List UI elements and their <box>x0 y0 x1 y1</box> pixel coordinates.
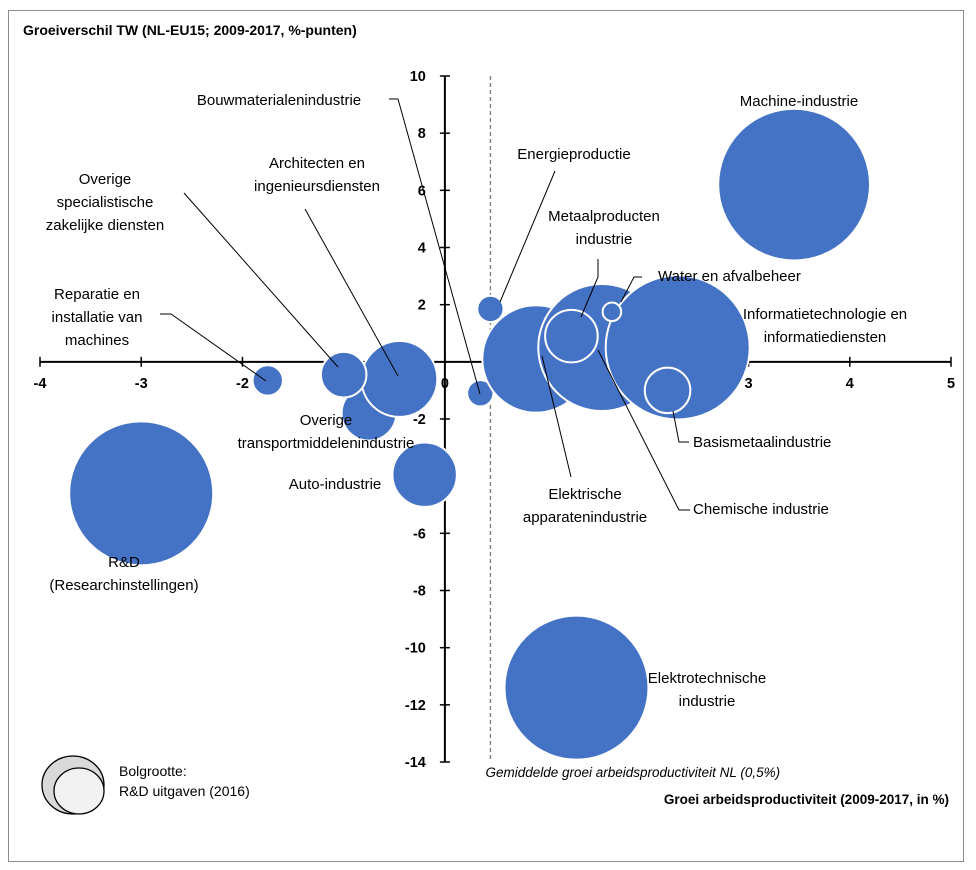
chart-title: Groeiverschil TW (NL-EU15; 2009-2017, %-… <box>23 22 357 38</box>
leader-architecten <box>304 208 399 377</box>
x-tick-label: -2 <box>236 376 249 392</box>
y-tick-label: -10 <box>405 641 426 657</box>
leader-water <box>620 276 642 303</box>
leader-chemische <box>597 349 690 511</box>
label-rd-researchinstellingen: R&D <box>108 554 140 571</box>
label-reparatie-en-installatie: installatie van <box>52 309 143 326</box>
label-metaalproducten-industrie: industrie <box>576 231 633 248</box>
label-architecten-en-ingenieursdiensten: ingenieursdiensten <box>254 178 380 195</box>
y-tick-label: -14 <box>405 755 426 771</box>
label-elektrische-apparatenindustrie: apparatenindustrie <box>523 509 647 526</box>
label-elektrische-apparatenindustrie: Elektrische <box>548 486 621 503</box>
label-machine-industrie: Machine-industrie <box>740 93 858 110</box>
label-overige-transportmiddelenindustrie: Overige <box>300 412 353 429</box>
label-water-en-afvalbeheer: Water en afvalbeheer <box>658 268 801 285</box>
y-tick-label: 2 <box>418 298 426 314</box>
label-reparatie-en-installatie: Reparatie en <box>54 286 140 303</box>
leader-overige-zakelijke <box>183 192 339 368</box>
y-tick-label: -6 <box>413 526 426 542</box>
leader-reparatie <box>160 313 267 382</box>
label-reparatie-en-installatie: machines <box>65 332 129 349</box>
x-tick-label: -4 <box>34 376 47 392</box>
x-tick-label: 4 <box>846 376 854 392</box>
bubble-5 <box>544 308 599 364</box>
label-basismetaalindustrie: Basismetaalindustrie <box>693 434 831 451</box>
legend-measure: R&D uitgaven (2016) <box>119 783 250 799</box>
x-tick-label: -3 <box>135 376 148 392</box>
bubble-chart: Groeiverschil TW (NL-EU15; 2009-2017, %-… <box>23 22 955 815</box>
chart-frame: Groeiverschil TW (NL-EU15; 2009-2017, %-… <box>8 10 964 862</box>
y-tick-label: -12 <box>405 698 426 714</box>
reference-line: Gemiddelde groei arbeidsproductiviteit N… <box>485 76 780 780</box>
label-informatietechnologie: informatiediensten <box>764 329 887 346</box>
legend-title: Bolgrootte: <box>119 763 187 779</box>
bubble-15 <box>68 420 215 567</box>
label-overige-specialistische-zakelijke-diensten: specialistische <box>57 194 154 211</box>
label-elektrotechnische-industrie: industrie <box>679 693 736 710</box>
bubble-size-legend: Bolgrootte: R&D uitgaven (2016) <box>41 755 250 815</box>
y-tick-label: -8 <box>413 584 426 600</box>
bubble-1 <box>717 107 872 262</box>
label-auto-industrie: Auto-industrie <box>289 476 382 493</box>
bubble-14 <box>391 441 458 508</box>
point-labels: Machine-industrie Informatietechnologie e… <box>46 92 907 710</box>
bubble-16 <box>503 614 650 761</box>
bubble-12 <box>251 364 284 397</box>
leader-elektrische <box>541 355 572 478</box>
leader-basismetaal <box>672 410 689 443</box>
x-tick-label: 5 <box>947 376 955 392</box>
label-elektrotechnische-industrie: Elektrotechnische <box>648 670 766 687</box>
label-rd-researchinstellingen: (Researchinstellingen) <box>49 577 198 594</box>
label-overige-transportmiddelenindustrie: transportmiddelenindustrie <box>238 435 415 452</box>
leader-energieproductie <box>499 170 556 303</box>
bubble-11 <box>319 350 368 399</box>
y-tick-label: 10 <box>410 69 426 85</box>
legend-bubble-small <box>53 767 105 815</box>
y-tick-label: 6 <box>418 183 426 199</box>
label-chemische-industrie: Chemische industrie <box>693 501 829 518</box>
label-overige-specialistische-zakelijke-diensten: zakelijke diensten <box>46 217 164 234</box>
label-overige-specialistische-zakelijke-diensten: Overige <box>79 171 132 188</box>
label-metaalproducten-industrie: Metaalproducten <box>548 208 660 225</box>
y-tick-label: 8 <box>418 126 426 142</box>
leader-lines <box>160 98 690 511</box>
reference-line-label: Gemiddelde groei arbeidsproductiviteit N… <box>485 765 780 780</box>
bubble-7 <box>643 366 692 415</box>
x-tick-label: 3 <box>745 376 753 392</box>
bubble-10 <box>360 340 439 418</box>
bubble-2 <box>604 274 751 421</box>
y-tick-label: 4 <box>418 241 426 257</box>
bubble-8 <box>476 294 505 324</box>
label-architecten-en-ingenieursdiensten: Architecten en <box>269 155 365 172</box>
x-axis-label: Groei arbeidsproductiviteit (2009-2017, … <box>664 792 949 807</box>
y-tick-label: -2 <box>413 412 426 428</box>
leader-bouwmaterialen <box>389 98 481 395</box>
label-bouwmaterialenindustrie: Bouwmaterialenindustrie <box>197 92 361 109</box>
bubble-6 <box>601 301 623 323</box>
label-informatietechnologie: Informatietechnologie en <box>743 306 907 323</box>
label-energieproductie: Energieproductie <box>517 146 630 163</box>
bubbles <box>68 107 872 761</box>
leader-metaalproducten <box>580 259 599 318</box>
